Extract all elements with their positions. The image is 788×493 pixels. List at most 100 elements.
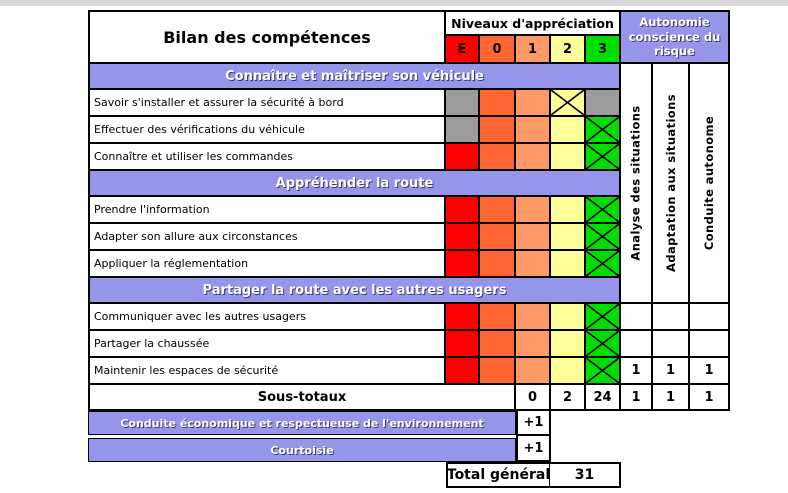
autonomy-cell xyxy=(652,303,689,330)
level-cell[interactable] xyxy=(479,223,515,250)
x-mark-icon xyxy=(586,251,619,276)
level-cell[interactable] xyxy=(585,143,620,170)
autonomy-header: Autonomie conscience du risque xyxy=(620,11,729,63)
levels-header: Niveaux d'appréciation xyxy=(445,11,620,35)
autonomy-cell xyxy=(620,330,652,357)
skill-label: Effectuer des vérifications du véhicule xyxy=(89,116,445,143)
section-header-3: Partager la route avec les autres usager… xyxy=(89,277,620,303)
level-cell[interactable] xyxy=(479,250,515,277)
level-cell[interactable] xyxy=(515,250,550,277)
level-cell[interactable] xyxy=(515,116,550,143)
level-cell[interactable] xyxy=(585,116,620,143)
subtotal-autonomy-1: 1 xyxy=(620,384,652,410)
skill-label: Communiquer avec les autres usagers xyxy=(89,303,445,330)
level-cell[interactable] xyxy=(585,223,620,250)
level-cell[interactable] xyxy=(550,330,585,357)
level-cell[interactable] xyxy=(550,223,585,250)
level-cell[interactable] xyxy=(515,303,550,330)
level-cell[interactable] xyxy=(445,250,479,277)
skill-label: Maintenir les espaces de sécurité xyxy=(89,357,445,384)
level-cell[interactable] xyxy=(479,330,515,357)
x-mark-icon xyxy=(586,224,619,249)
bonus-row-eco-value: +1 xyxy=(516,409,551,436)
level-cell[interactable] xyxy=(479,303,515,330)
x-mark-icon xyxy=(586,304,619,329)
level-cell[interactable] xyxy=(445,357,479,384)
level-cell[interactable] xyxy=(585,330,620,357)
subtotal-autonomy-3: 1 xyxy=(689,384,729,410)
x-mark-icon xyxy=(586,358,619,383)
level-cell[interactable] xyxy=(479,143,515,170)
autonomy-column-label: Adaptation aux situations xyxy=(652,63,689,303)
bonus-row-eco-label: Conduite économique et respectueuse de l… xyxy=(88,411,516,435)
subtotal-level2: 2 xyxy=(550,384,585,410)
level-cell[interactable] xyxy=(585,357,620,384)
level-cell[interactable] xyxy=(550,143,585,170)
skill-label: Adapter son allure aux circonstances xyxy=(89,223,445,250)
level-cell[interactable] xyxy=(585,250,620,277)
autonomy-cell xyxy=(652,330,689,357)
level-cell[interactable] xyxy=(550,196,585,223)
level-cell[interactable] xyxy=(479,357,515,384)
level-cell[interactable] xyxy=(445,89,479,116)
level-header-3: 3 xyxy=(585,35,620,63)
level-cell[interactable] xyxy=(550,303,585,330)
x-mark-icon xyxy=(586,331,619,356)
level-header-0: 0 xyxy=(479,35,515,63)
autonomy-cell: 1 xyxy=(620,357,652,384)
level-cell[interactable] xyxy=(445,143,479,170)
level-header-1: 1 xyxy=(515,35,550,63)
level-header-E: E xyxy=(445,35,479,63)
skill-label: Appliquer la réglementation xyxy=(89,250,445,277)
autonomy-cell: 1 xyxy=(689,357,729,384)
autonomy-column-text: Conduite autonome xyxy=(702,115,716,251)
window-top-strip xyxy=(0,0,788,6)
level-cell[interactable] xyxy=(515,143,550,170)
autonomy-column-text: Adaptation aux situations xyxy=(663,94,678,272)
page-title: Bilan des compétences xyxy=(89,11,445,63)
level-cell[interactable] xyxy=(585,196,620,223)
level-cell[interactable] xyxy=(445,223,479,250)
level-cell[interactable] xyxy=(515,330,550,357)
level-cell[interactable] xyxy=(515,89,550,116)
level-cell[interactable] xyxy=(479,89,515,116)
grand-total-value: 31 xyxy=(549,462,621,488)
level-cell[interactable] xyxy=(479,116,515,143)
skill-label: Partager la chaussée xyxy=(89,330,445,357)
autonomy-cell xyxy=(620,303,652,330)
skill-label: Savoir s'installer et assurer la sécurit… xyxy=(89,89,445,116)
skill-label: Connaître et utiliser les commandes xyxy=(89,143,445,170)
autonomy-cell: 1 xyxy=(652,357,689,384)
x-mark-icon xyxy=(586,144,619,169)
level-cell[interactable] xyxy=(550,357,585,384)
competency-table: Bilan des compétences Niveaux d'apprécia… xyxy=(88,10,730,411)
bonus-row-courtoisie-label: Courtoisie xyxy=(88,438,516,462)
grand-total-label: Total général xyxy=(446,462,551,488)
section-header-1: Connaître et maîtriser son véhicule xyxy=(89,63,620,89)
autonomy-cell xyxy=(689,303,729,330)
x-mark-icon xyxy=(586,197,619,222)
subtotal-level1: 0 xyxy=(515,384,550,410)
level-cell[interactable] xyxy=(550,89,585,116)
subtotals-label: Sous-totaux xyxy=(89,384,515,410)
level-cell[interactable] xyxy=(445,116,479,143)
autonomy-column-text: Analyse des situations xyxy=(629,105,643,261)
section-header-2: Appréhender la route xyxy=(89,170,620,196)
level-cell[interactable] xyxy=(445,303,479,330)
level-cell[interactable] xyxy=(550,116,585,143)
level-cell[interactable] xyxy=(445,330,479,357)
level-cell[interactable] xyxy=(515,223,550,250)
level-cell[interactable] xyxy=(585,303,620,330)
level-cell[interactable] xyxy=(585,89,620,116)
level-cell[interactable] xyxy=(550,250,585,277)
level-cell[interactable] xyxy=(515,357,550,384)
bonus-row-courtoisie-value: +1 xyxy=(516,435,551,462)
level-cell[interactable] xyxy=(445,196,479,223)
subtotal-autonomy-2: 1 xyxy=(652,384,689,410)
level-cell[interactable] xyxy=(479,196,515,223)
autonomy-column-label: Conduite autonome xyxy=(689,63,729,303)
level-cell[interactable] xyxy=(515,196,550,223)
level-header-2: 2 xyxy=(550,35,585,63)
subtotal-level3: 24 xyxy=(585,384,620,410)
